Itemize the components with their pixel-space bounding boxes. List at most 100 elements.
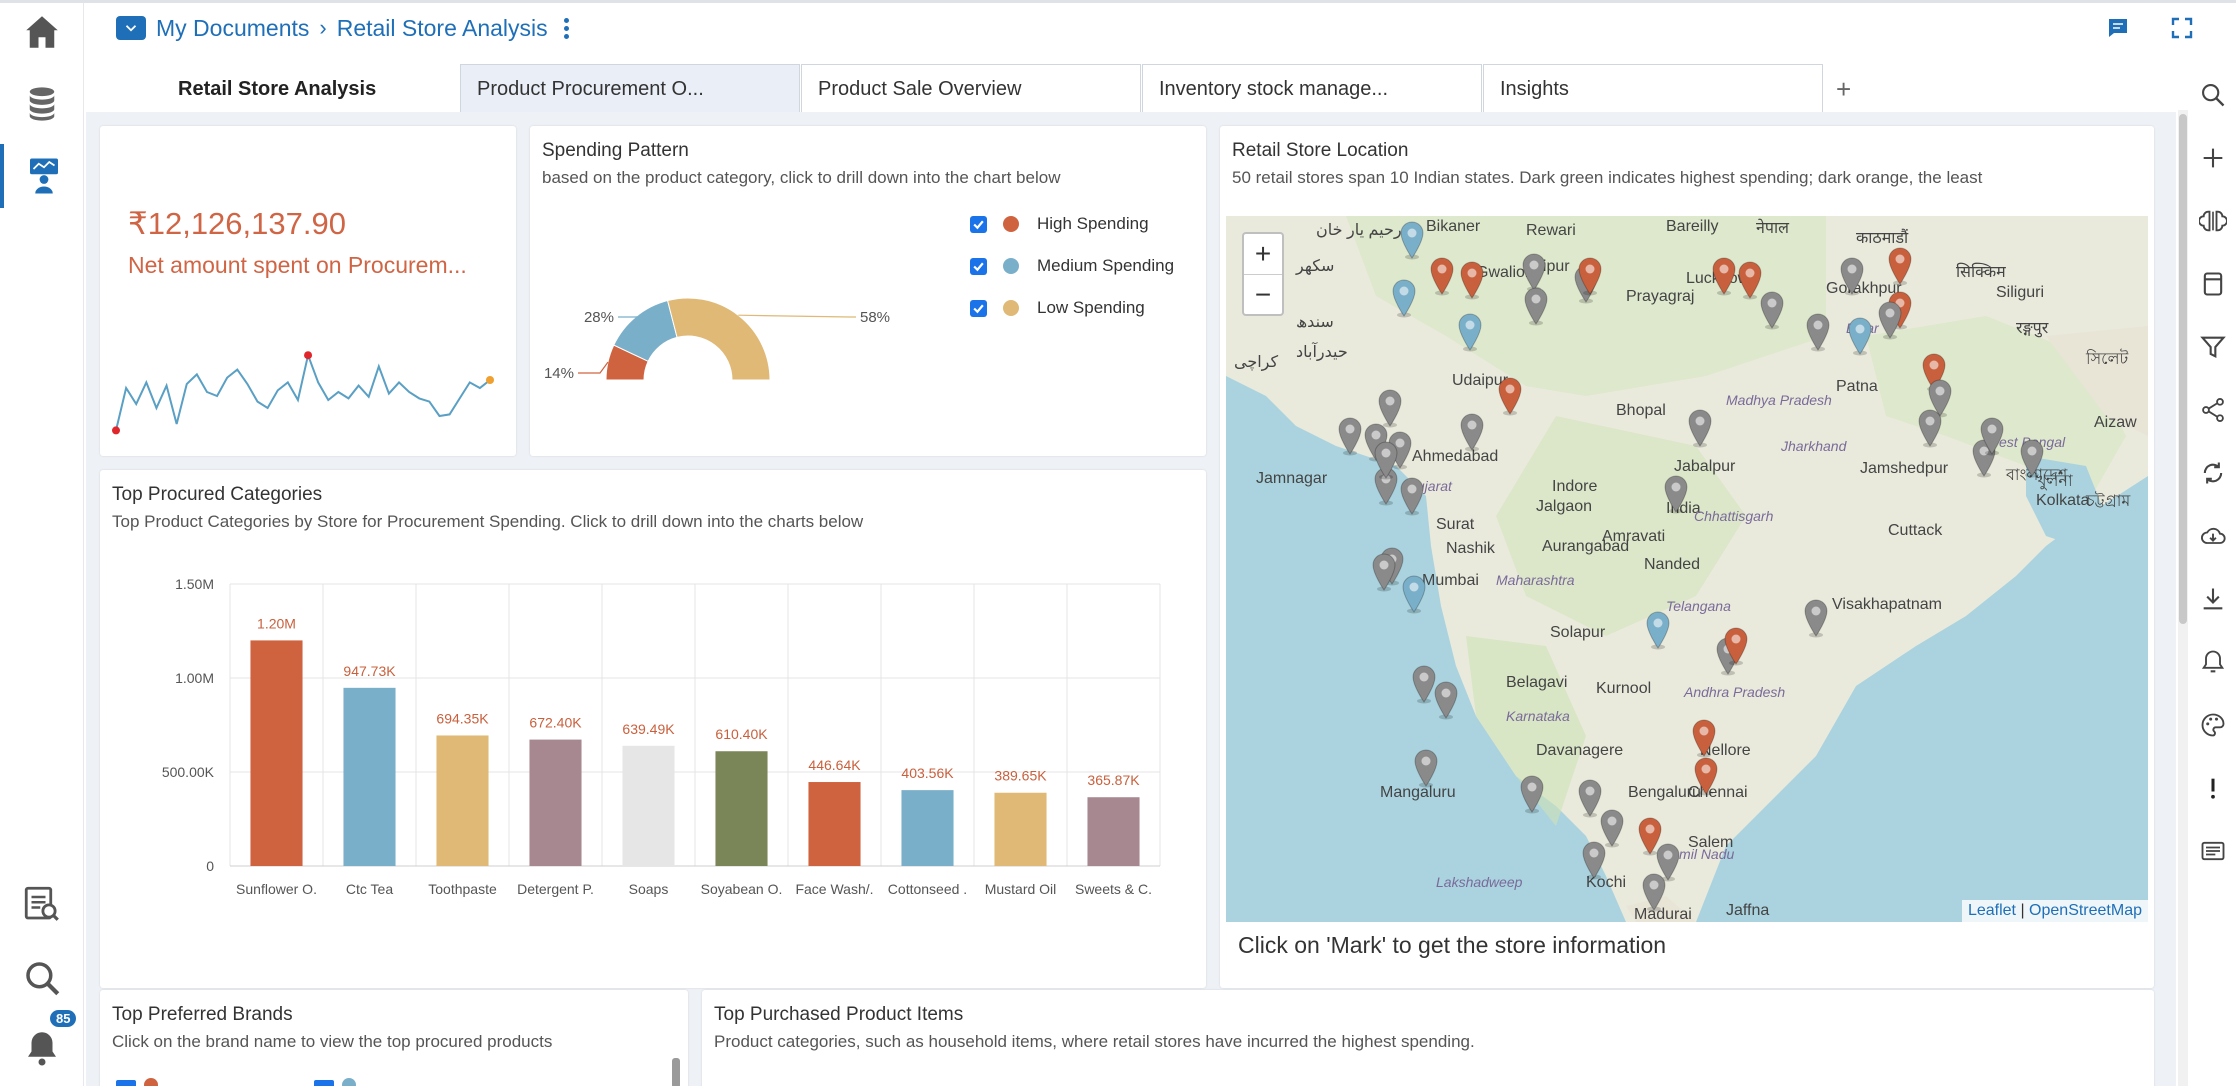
store-marker-icon[interactable] xyxy=(1886,246,1914,286)
scrollbar-thumb[interactable] xyxy=(2179,114,2187,624)
store-marker-icon[interactable] xyxy=(1372,440,1400,480)
store-marker-icon[interactable] xyxy=(1428,256,1456,296)
bar[interactable] xyxy=(250,640,303,866)
categories-bar-chart[interactable]: 0 500.00K 1.00M 1.50M 1.20M Sunflower O. 947.7… xyxy=(100,470,1206,988)
bar[interactable] xyxy=(529,739,582,866)
store-marker-icon[interactable] xyxy=(1458,412,1486,452)
legend-item-high[interactable]: High Spending xyxy=(970,214,1149,234)
store-marker-icon[interactable] xyxy=(1412,748,1440,788)
kpi-sparkline[interactable] xyxy=(100,126,516,456)
dashboard-user-icon[interactable] xyxy=(0,144,84,208)
store-marker-icon[interactable] xyxy=(1838,256,1866,296)
tab-product-procurement[interactable]: Product Procurement O... xyxy=(460,64,800,112)
store-marker-icon[interactable] xyxy=(1876,300,1904,340)
store-marker-icon[interactable] xyxy=(1580,840,1608,880)
vertical-scrollbar[interactable] xyxy=(2178,110,2188,1086)
store-marker-icon[interactable] xyxy=(1370,552,1398,592)
zoom-in-button[interactable]: + xyxy=(1254,238,1272,269)
store-marker-icon[interactable] xyxy=(1496,376,1524,416)
store-marker-icon[interactable] xyxy=(1736,260,1764,300)
comment-icon[interactable] xyxy=(2106,16,2130,40)
add-tab-button[interactable]: + xyxy=(1836,74,1852,104)
checkbox-icon[interactable] xyxy=(970,299,987,317)
breadcrumb-root[interactable]: My Documents xyxy=(156,14,310,41)
store-marker-icon[interactable] xyxy=(1846,316,1874,356)
store-marker-icon[interactable] xyxy=(1522,286,1550,326)
spending-pattern-widget[interactable]: Spending Pattern based on the product ca… xyxy=(530,126,1206,456)
home-icon[interactable] xyxy=(0,0,84,64)
bar[interactable] xyxy=(1087,797,1140,866)
share-icon[interactable] xyxy=(2196,393,2230,427)
top-procured-categories-widget[interactable]: Top Procured Categories Top Product Cate… xyxy=(100,470,1206,988)
store-marker-icon[interactable] xyxy=(1722,626,1750,666)
store-marker-icon[interactable] xyxy=(1518,774,1546,814)
report-search-icon[interactable] xyxy=(0,872,84,936)
store-marker-icon[interactable] xyxy=(1458,260,1486,300)
zoom-out-button[interactable]: − xyxy=(1244,274,1282,314)
top-purchased-items-widget[interactable]: Top Purchased Product Items Product cate… xyxy=(702,990,2154,1086)
store-marker-icon[interactable] xyxy=(2018,438,2046,478)
palette-icon[interactable] xyxy=(2196,708,2230,742)
fullscreen-icon[interactable] xyxy=(2170,16,2194,40)
store-marker-icon[interactable] xyxy=(1376,388,1404,428)
donut-slice-low[interactable] xyxy=(666,297,771,381)
store-marker-icon[interactable] xyxy=(1662,474,1690,514)
add-icon[interactable] xyxy=(2196,141,2230,175)
bar[interactable] xyxy=(436,735,489,866)
store-marker-icon[interactable] xyxy=(1690,718,1718,758)
bar[interactable] xyxy=(343,687,396,866)
store-marker-icon[interactable] xyxy=(1804,312,1832,352)
document-icon[interactable] xyxy=(2196,267,2230,301)
bell-icon[interactable] xyxy=(2196,645,2230,679)
download-icon[interactable] xyxy=(2196,582,2230,616)
checkbox-icon[interactable] xyxy=(970,257,987,275)
store-location-map-widget[interactable]: Retail Store Location 50 retail stores s… xyxy=(1220,126,2154,988)
filter-icon[interactable] xyxy=(2196,330,2230,364)
bar[interactable] xyxy=(715,751,768,866)
brain-icon[interactable] xyxy=(2196,204,2230,238)
store-marker-icon[interactable] xyxy=(1432,680,1460,720)
store-marker-icon[interactable] xyxy=(1400,574,1428,614)
search-icon[interactable] xyxy=(0,946,84,1010)
brand-checkbox-icon[interactable] xyxy=(314,1080,334,1086)
store-marker-icon[interactable] xyxy=(1692,756,1720,796)
sparkline-last-point[interactable] xyxy=(486,376,494,384)
comments-panel-icon[interactable] xyxy=(2196,834,2230,868)
store-marker-icon[interactable] xyxy=(1978,416,2006,456)
breadcrumb-current[interactable]: Retail Store Analysis xyxy=(336,14,548,41)
cloud-download-icon[interactable] xyxy=(2196,519,2230,553)
store-marker-icon[interactable] xyxy=(1640,872,1668,912)
bar[interactable] xyxy=(808,782,861,866)
store-marker-icon[interactable] xyxy=(1598,808,1626,848)
map-canvas[interactable]: Bikaner Rewari Bareilly नेपाल काठमाडौं رحیم ی… xyxy=(1226,216,2148,922)
legend-item-low[interactable]: Low Spending xyxy=(970,298,1145,318)
folder-icon[interactable] xyxy=(116,16,146,40)
store-marker-icon[interactable] xyxy=(1916,408,1944,448)
notification-bell-icon[interactable]: 85 xyxy=(0,1010,84,1080)
store-marker-icon[interactable] xyxy=(1398,220,1426,260)
spending-donut-chart[interactable]: 14% 28% 58% xyxy=(530,126,1206,456)
more-options-icon[interactable] xyxy=(563,17,569,39)
store-marker-icon[interactable] xyxy=(1654,842,1682,882)
tab-insights[interactable]: Insights xyxy=(1483,64,1823,112)
osm-link[interactable]: OpenStreetMap xyxy=(2029,902,2142,919)
sparkline-high-point[interactable] xyxy=(304,351,313,360)
checkbox-icon[interactable] xyxy=(970,215,987,233)
store-marker-icon[interactable] xyxy=(1336,416,1364,456)
database-icon[interactable] xyxy=(0,72,84,136)
store-marker-icon[interactable] xyxy=(1636,816,1664,856)
brands-scrollbar[interactable] xyxy=(672,1058,680,1086)
bar[interactable] xyxy=(622,745,675,866)
bar[interactable] xyxy=(901,790,954,866)
search-icon[interactable] xyxy=(2196,78,2230,112)
store-marker-icon[interactable] xyxy=(1644,610,1672,650)
store-marker-icon[interactable] xyxy=(1410,664,1438,704)
store-marker-icon[interactable] xyxy=(1456,312,1484,352)
store-marker-icon[interactable] xyxy=(1398,476,1426,516)
store-marker-icon[interactable] xyxy=(1802,598,1830,638)
tab-product-sale[interactable]: Product Sale Overview xyxy=(801,64,1141,112)
refresh-icon[interactable] xyxy=(2196,456,2230,490)
legend-item-medium[interactable]: Medium Spending xyxy=(970,256,1174,276)
kpi-widget[interactable]: ₹12,126,137.90 Net amount spent on Procu… xyxy=(100,126,516,456)
store-marker-icon[interactable] xyxy=(1686,408,1714,448)
